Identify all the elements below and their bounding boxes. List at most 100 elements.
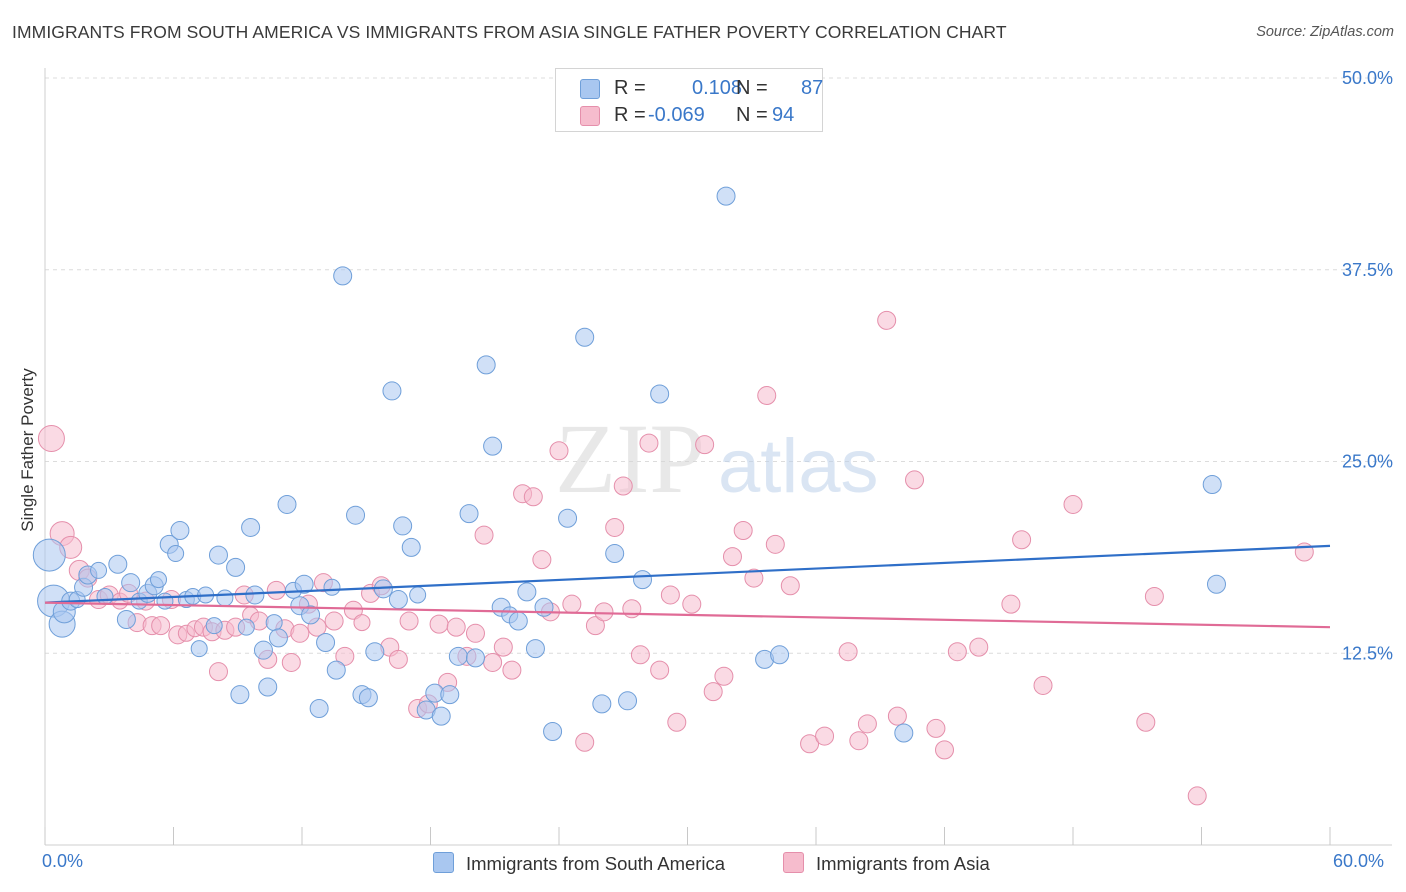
south-america-point: [241, 517, 261, 537]
asia-point: [905, 470, 925, 490]
asia-point: [37, 424, 65, 452]
asia-point: [765, 534, 785, 554]
asia-point: [800, 734, 820, 754]
legend-swatch-blue: [433, 852, 454, 873]
south-america-point: [1206, 574, 1226, 594]
asia-point: [483, 652, 503, 672]
south-america-point: [409, 586, 427, 604]
south-america-point: [230, 685, 250, 705]
south-america-point: [245, 585, 265, 605]
south-america-point: [150, 571, 168, 589]
south-america-point: [96, 587, 114, 605]
south-america-point: [323, 578, 341, 596]
asia-point: [532, 550, 552, 570]
south-america-point: [156, 592, 174, 610]
asia-point: [1144, 586, 1164, 606]
asia-point: [502, 660, 522, 680]
asia-point: [947, 642, 967, 662]
r-value: 0.108: [692, 77, 743, 99]
south-america-point: [382, 381, 402, 401]
asia-point: [857, 714, 877, 734]
trend-line-asia: [44, 601, 1331, 629]
asia-point: [549, 441, 569, 461]
stats-swatch-pink: [580, 106, 600, 126]
south-america-point: [208, 545, 228, 565]
asia-point: [630, 645, 650, 665]
legend-swatch-pink: [783, 852, 804, 873]
asia-point: [1033, 675, 1053, 695]
south-america-point: [393, 516, 413, 536]
south-america-point: [716, 186, 736, 206]
asia-point: [969, 637, 989, 657]
legend-item-asia[interactable]: Immigrants from Asia: [783, 852, 990, 878]
asia-point: [523, 487, 543, 507]
gridlines: [45, 77, 1392, 654]
asia-point: [639, 433, 659, 453]
series-asia-points: [37, 310, 1314, 806]
asia-point: [887, 706, 907, 726]
south-america-point: [476, 355, 496, 375]
south-america-point: [534, 597, 554, 617]
asia-point: [1012, 530, 1032, 550]
trend-lines: [44, 544, 1331, 629]
south-america-point: [483, 436, 503, 456]
series-south-america-points: [32, 186, 1226, 743]
asia-point: [667, 712, 687, 732]
asia-point: [281, 652, 301, 672]
y-tick-label: 25.0%: [1342, 452, 1393, 472]
asia-point: [151, 616, 171, 636]
r-label: R =: [614, 104, 646, 126]
asia-point: [266, 580, 286, 600]
watermark-zip: ZIP: [555, 403, 705, 514]
asia-point: [1136, 712, 1156, 732]
asia-point: [935, 740, 954, 760]
south-america-point: [448, 646, 468, 666]
asia-point: [465, 623, 485, 643]
south-america-point: [650, 384, 670, 404]
south-america-point: [508, 611, 528, 631]
asia-point: [353, 614, 371, 632]
asia-point: [493, 637, 513, 657]
n-value: 94: [772, 104, 795, 126]
x-tick-label-min: 0.0%: [42, 851, 84, 871]
asia-point: [1063, 494, 1083, 514]
south-america-point: [894, 723, 914, 743]
south-america-point: [90, 561, 108, 579]
asia-point: [399, 611, 419, 631]
chart-title: IMMIGRANTS FROM SOUTH AMERICA VS IMMIGRA…: [12, 22, 1007, 42]
south-america-point: [167, 545, 185, 563]
south-america-point: [605, 544, 625, 564]
r-label: R =: [614, 77, 646, 99]
asia-point: [613, 476, 633, 496]
south-america-point: [121, 573, 141, 593]
south-america-point: [326, 660, 346, 680]
south-america-point: [575, 327, 595, 347]
south-america-point: [440, 685, 460, 705]
axes: [44, 68, 1392, 846]
y-tick-label: 37.5%: [1342, 260, 1393, 280]
asia-point: [335, 646, 355, 666]
south-america-point: [459, 504, 479, 524]
asia-point: [926, 718, 946, 738]
south-america-point: [465, 648, 485, 668]
asia-point: [815, 726, 835, 746]
asia-point: [714, 666, 734, 686]
south-america-point: [618, 691, 638, 711]
legend-item-south-america[interactable]: Immigrants from South America: [433, 852, 725, 878]
watermark: ZIP atlas: [555, 403, 879, 514]
asia-point: [722, 547, 742, 567]
south-america-point: [358, 688, 378, 708]
asia-point: [744, 568, 764, 588]
south-america-point: [216, 589, 234, 607]
south-america-point: [237, 618, 255, 636]
asia-point: [575, 732, 595, 752]
asia-point: [838, 642, 858, 662]
south-america-point: [294, 574, 314, 594]
south-america-point: [116, 610, 136, 630]
asia-point: [208, 662, 228, 682]
south-america-point: [277, 494, 297, 514]
asia-point: [343, 600, 363, 620]
legend-label-asia: Immigrants from Asia: [816, 853, 990, 874]
south-america-point: [226, 557, 246, 577]
asia-point: [585, 616, 605, 636]
